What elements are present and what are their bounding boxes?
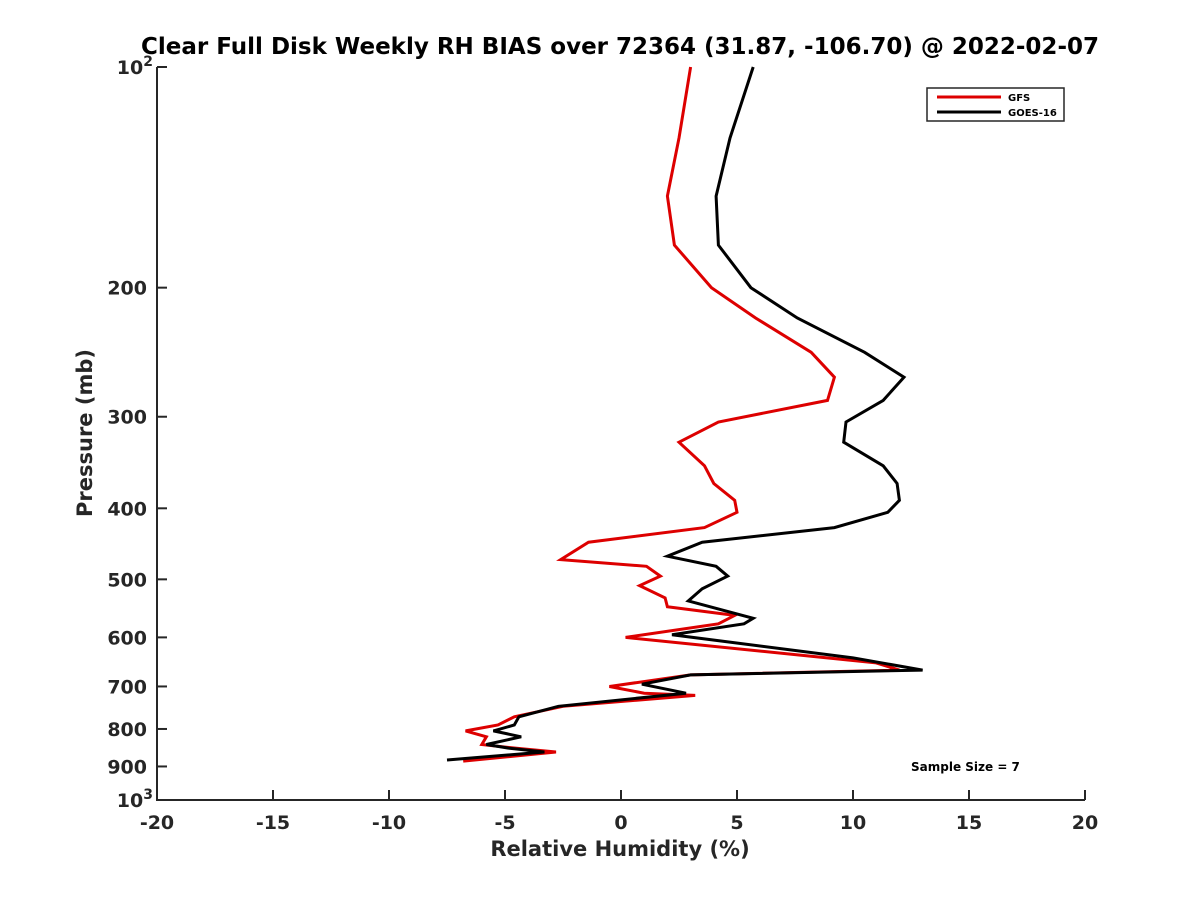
x-tick-label: 0 <box>614 812 627 834</box>
x-tick-label: 20 <box>1072 812 1098 834</box>
y-tick-label: 800 <box>107 719 147 741</box>
x-tick-label: -15 <box>256 812 290 834</box>
x-tick-label: 15 <box>956 812 982 834</box>
x-axis-label: Relative Humidity (%) <box>490 837 749 861</box>
legend-label: GOES-16 <box>1008 108 1057 119</box>
y-tick-label: 600 <box>107 627 147 649</box>
y-tick-label: 700 <box>107 676 147 698</box>
y-tick-label: 500 <box>107 569 147 591</box>
series-line-gfs <box>463 66 900 763</box>
x-tick-label: 10 <box>840 812 866 834</box>
chart-title: Clear Full Disk Weekly RH BIAS over 7236… <box>141 34 1099 60</box>
y-tick-label: 103 <box>117 787 153 812</box>
x-tick-label: 5 <box>730 812 743 834</box>
y-tick-label: 300 <box>107 407 147 429</box>
x-tick-label: -10 <box>372 812 406 834</box>
legend-box <box>926 87 1065 122</box>
x-tick-label: -20 <box>140 812 174 834</box>
series-layer <box>446 66 923 763</box>
x-tick-label: -5 <box>494 812 515 834</box>
series-line-goes-16 <box>446 66 923 762</box>
legend-label: GFS <box>1008 93 1030 104</box>
y-tick-label: 900 <box>107 756 147 778</box>
axes: -20 -15 -10 -5 0 5 10 15 20 102 200 300 400 500 600 700… <box>107 54 1098 834</box>
y-tick-label: 400 <box>107 498 147 520</box>
y-tick-label: 102 <box>117 54 153 79</box>
y-axis-label: Pressure (mb) <box>73 349 97 517</box>
sample-size-annotation: Sample Size = 7 <box>911 760 1020 774</box>
legend: GFS GOES-16 <box>926 87 1065 122</box>
y-tick-label: 200 <box>107 278 147 300</box>
